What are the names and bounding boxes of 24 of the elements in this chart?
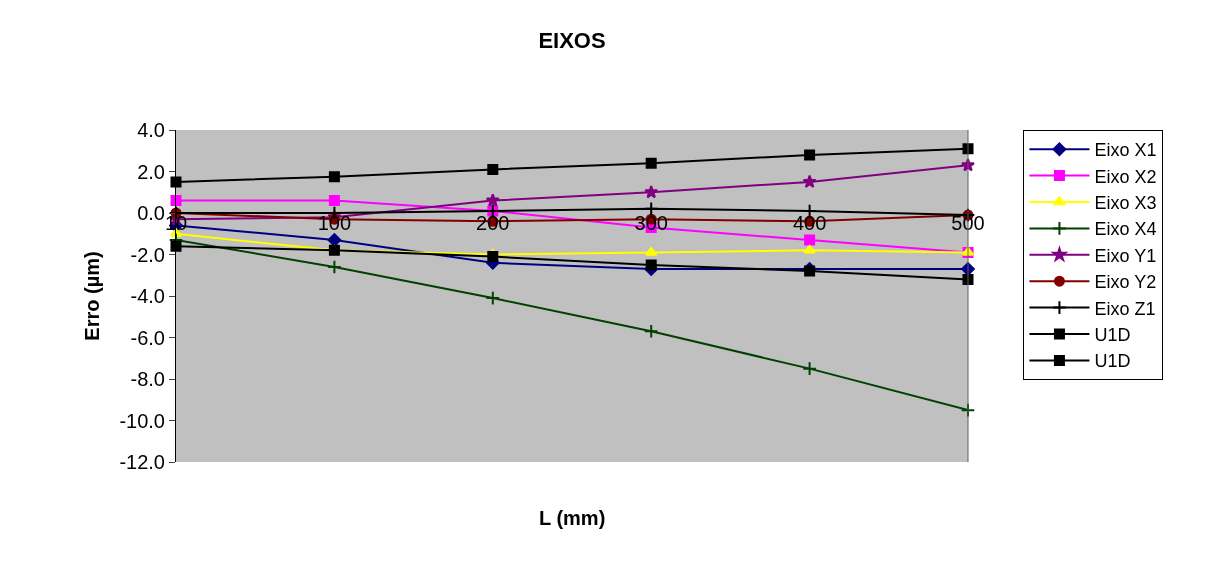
y-tick-label: -2.0 (130, 243, 165, 266)
y-axis-title: Erro (µm) (80, 251, 103, 341)
y-tick-label: -6.0 (130, 326, 165, 349)
x-tick-label: 10 (164, 212, 188, 234)
x-axis-title: L (mm) (539, 507, 606, 529)
legend-label: Eixo X4 (1094, 219, 1157, 240)
y-tick-label: 4.0 (137, 119, 165, 141)
legend-label: Eixo Y2 (1094, 272, 1157, 293)
legend-label: Eixo Y1 (1094, 245, 1157, 266)
legend-label: U1D (1094, 351, 1131, 372)
chart-title: EIXOS (538, 27, 606, 53)
y-tick-label: -8.0 (130, 368, 165, 390)
legend-label: U1D (1094, 325, 1131, 346)
y-tick-label: 0.0 (137, 202, 165, 224)
y-tick-label: -10.0 (119, 409, 165, 432)
legend-label: Eixo X3 (1094, 193, 1157, 214)
x-tick-label: 300 (634, 212, 668, 234)
y-tick-label: 2.0 (137, 160, 165, 183)
legend-label: Eixo X1 (1094, 140, 1157, 161)
y-tick-label: -12.0 (119, 451, 165, 473)
legend-label: Eixo Z1 (1094, 298, 1156, 319)
x-tick-label: 500 (951, 212, 985, 234)
legend-label: Eixo X2 (1094, 166, 1157, 187)
y-tick-label: -4.0 (130, 285, 165, 307)
